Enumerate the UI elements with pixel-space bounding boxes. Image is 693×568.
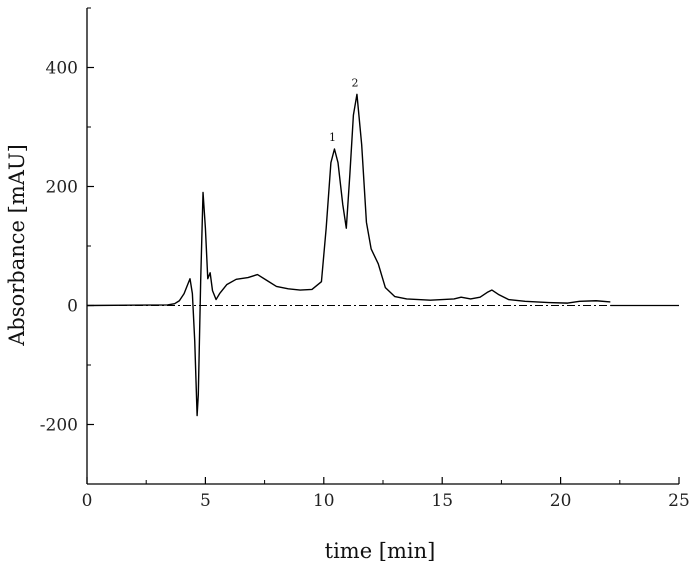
x-axis-title: time [min] — [325, 539, 436, 563]
axes — [86, 8, 679, 485]
y-tick-label: 400 — [46, 59, 78, 79]
absorbance-series-line — [86, 93, 611, 417]
x-tick-label: 0 — [82, 491, 93, 511]
y-axis-title: Absorbance [mAU] — [5, 144, 29, 347]
x-tick-label: 5 — [200, 491, 211, 511]
x-tick-label: 10 — [313, 491, 335, 511]
series — [86, 93, 679, 417]
x-tick-label: 20 — [550, 491, 572, 511]
y-tick-label: 200 — [46, 178, 78, 198]
ticks: 0 5 10 15 20 25 -200 0 200 400 — [40, 7, 690, 511]
peak-label: 1 — [329, 131, 336, 144]
y-tick-label: -200 — [40, 416, 78, 436]
annotations: 12 — [329, 76, 358, 144]
x-tick-label: 15 — [431, 491, 453, 511]
peak-label: 2 — [351, 76, 358, 89]
x-tick-label: 25 — [668, 491, 690, 511]
y-tick-label: 0 — [67, 297, 78, 317]
